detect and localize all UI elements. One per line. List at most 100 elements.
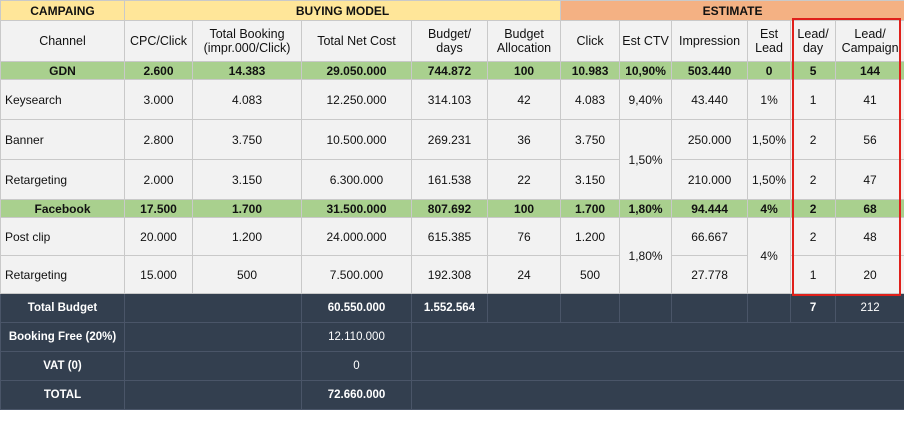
cell[interactable]: 9,40% [619, 79, 673, 120]
cell[interactable]: Retargeting [0, 159, 125, 200]
col-cpc[interactable]: CPC/Click [124, 20, 193, 62]
cell[interactable]: 3.750 [560, 119, 621, 160]
col-budget-allocation[interactable]: Budget Allocation [486, 20, 562, 62]
cell[interactable]: GDN [0, 61, 125, 80]
section-campaign[interactable]: CAMPAING [0, 0, 125, 21]
cell[interactable]: 17.500 [124, 199, 193, 218]
cell[interactable]: 1 [790, 79, 837, 120]
cell[interactable] [560, 293, 621, 323]
cell[interactable]: 192.308 [411, 255, 488, 294]
cell-merged-ctv[interactable]: 1,50% [619, 119, 673, 200]
cell[interactable] [124, 322, 302, 352]
cell[interactable]: 1.700 [560, 199, 621, 218]
cell[interactable] [124, 351, 302, 381]
cell[interactable]: 10,90% [619, 61, 673, 80]
cell[interactable] [671, 293, 749, 323]
section-estimate[interactable]: ESTIMATE [560, 0, 904, 21]
cell[interactable]: 27.778 [671, 255, 749, 294]
cell[interactable]: 6.300.000 [301, 159, 412, 200]
cell[interactable]: 20 [835, 255, 904, 294]
cell[interactable]: 94.444 [671, 199, 749, 218]
cell[interactable]: 76 [486, 217, 562, 256]
cell[interactable]: 1,50% [747, 159, 792, 200]
cell[interactable]: 5 [790, 61, 837, 80]
cell[interactable]: 68 [835, 199, 904, 218]
cell[interactable]: 56 [835, 119, 904, 160]
cell[interactable]: Retargeting [0, 255, 125, 294]
cell[interactable]: 22 [486, 159, 562, 200]
col-est-lead[interactable]: Est Lead [747, 20, 792, 62]
cell[interactable]: 3.150 [192, 159, 302, 200]
cell[interactable]: 48 [835, 217, 904, 256]
cell[interactable]: 2 [790, 119, 837, 160]
cell[interactable] [410, 380, 904, 410]
cell[interactable] [486, 293, 562, 323]
cell[interactable] [124, 380, 302, 410]
cell[interactable]: 10.983 [560, 61, 621, 80]
cell[interactable]: 161.538 [411, 159, 488, 200]
cell[interactable]: 100 [486, 61, 562, 80]
cell[interactable]: 2 [790, 199, 837, 218]
grand-total-net-cost[interactable]: 72.660.000 [301, 380, 412, 410]
cell[interactable]: 15.000 [124, 255, 193, 294]
cell[interactable]: 7.500.000 [301, 255, 412, 294]
cell[interactable]: 10.500.000 [301, 119, 412, 160]
cell[interactable]: 314.103 [411, 79, 488, 120]
cell[interactable]: 2.800 [124, 119, 193, 160]
cell[interactable] [124, 293, 302, 323]
cell[interactable]: 1,80% [619, 199, 673, 218]
cell[interactable] [619, 293, 673, 323]
cell[interactable]: 144 [835, 61, 904, 80]
cell[interactable]: 47 [835, 159, 904, 200]
total-lead-campaign[interactable]: 212 [835, 293, 904, 323]
col-total-net-cost[interactable]: Total Net Cost [301, 20, 412, 62]
cell[interactable] [410, 322, 904, 352]
cell[interactable] [747, 293, 792, 323]
cell[interactable]: 36 [486, 119, 562, 160]
cell[interactable] [410, 351, 904, 381]
cell[interactable]: 12.250.000 [301, 79, 412, 120]
cell[interactable]: 100 [486, 199, 562, 218]
cell[interactable]: 250.000 [671, 119, 749, 160]
col-impression[interactable]: Impression [671, 20, 749, 62]
cell-merged-est-lead[interactable]: 4% [747, 217, 792, 294]
cell[interactable]: 503.440 [671, 61, 749, 80]
cell[interactable]: 2 [790, 217, 837, 256]
total-budget-days[interactable]: 1.552.564 [411, 293, 488, 323]
total-budget-net-cost[interactable]: 60.550.000 [301, 293, 412, 323]
cell[interactable]: 1% [747, 79, 792, 120]
cell[interactable]: 43.440 [671, 79, 749, 120]
cell[interactable]: 66.667 [671, 217, 749, 256]
cell[interactable]: Facebook [0, 199, 125, 218]
cell[interactable]: 210.000 [671, 159, 749, 200]
cell[interactable]: 807.692 [411, 199, 488, 218]
vat-net-cost[interactable]: 0 [301, 351, 412, 381]
cell[interactable]: 24 [486, 255, 562, 294]
cell[interactable]: 3.150 [560, 159, 621, 200]
vat-label[interactable]: VAT (0) [0, 351, 125, 381]
section-buying-model[interactable]: BUYING MODEL [123, 0, 562, 21]
cell[interactable]: 14.383 [192, 61, 302, 80]
col-budget-days[interactable]: Budget/ days [411, 20, 488, 62]
cell[interactable]: Post clip [0, 217, 125, 256]
booking-fee-label[interactable]: Booking Free (20%) [0, 322, 125, 352]
cell[interactable]: 24.000.000 [301, 217, 412, 256]
col-lead-day[interactable]: Lead/ day [790, 20, 837, 62]
cell[interactable]: 500 [192, 255, 302, 294]
col-est-ctv[interactable]: Est CTV [619, 20, 673, 62]
cell[interactable]: 1.700 [192, 199, 302, 218]
cell[interactable]: 3.000 [124, 79, 193, 120]
cell[interactable]: 615.385 [411, 217, 488, 256]
cell[interactable]: Keysearch [0, 79, 125, 120]
cell[interactable]: 0 [747, 61, 792, 80]
col-click[interactable]: Click [560, 20, 621, 62]
cell[interactable]: 269.231 [411, 119, 488, 160]
cell[interactable]: 1 [790, 255, 837, 294]
cell[interactable]: 744.872 [411, 61, 488, 80]
grand-total-label[interactable]: TOTAL [0, 380, 125, 410]
cell[interactable]: Banner [0, 119, 125, 160]
cell[interactable]: 42 [486, 79, 562, 120]
cell[interactable]: 29.050.000 [301, 61, 412, 80]
cell[interactable]: 41 [835, 79, 904, 120]
cell[interactable]: 31.500.000 [301, 199, 412, 218]
